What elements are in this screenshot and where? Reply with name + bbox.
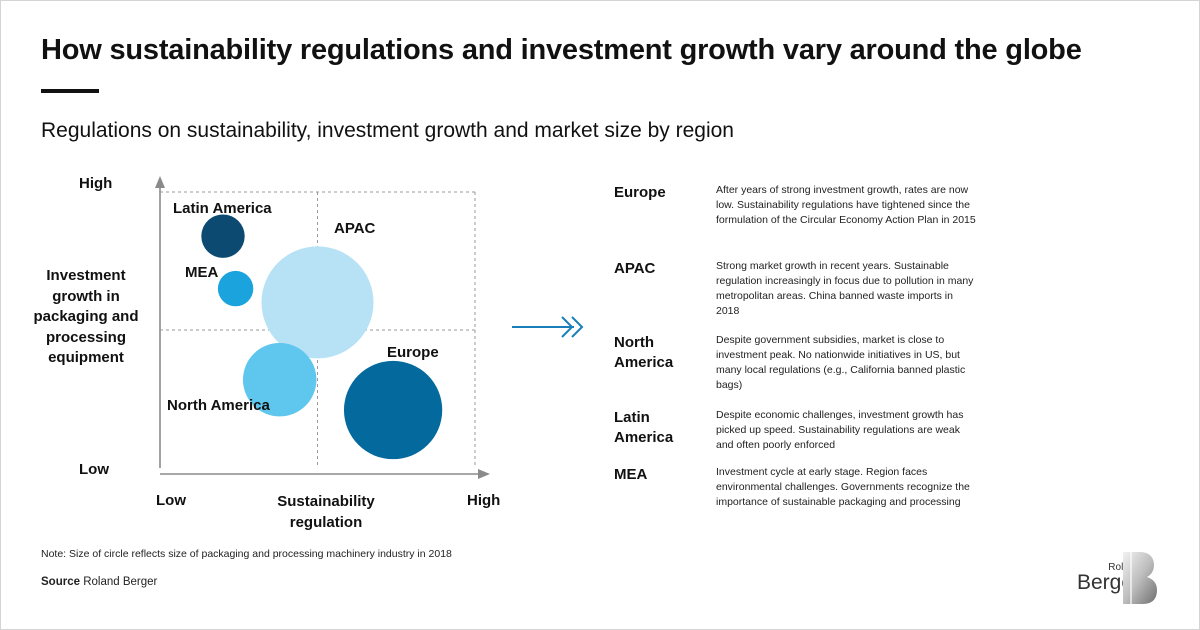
bubble-layer	[201, 214, 443, 460]
page-title: How sustainability regulations and inves…	[41, 34, 1082, 66]
x-tick-high: High	[467, 492, 501, 509]
region-desc-mea: Investment cycle at early stage. Region …	[716, 466, 970, 508]
region-name-mea: MEA	[614, 466, 648, 483]
bubble-label-latin-america: Latin America	[173, 200, 272, 217]
region-desc-latin-america: Despite economic challenges, investment …	[716, 409, 964, 451]
bubble-chart	[155, 176, 490, 479]
region-name-latin-america: Latin America	[614, 409, 674, 446]
region-desc-europe: After years of strong investment growth,…	[716, 184, 976, 226]
region-desc-north-america: Despite government subsidies, market is …	[716, 334, 966, 391]
bubble-label-apac: APAC	[334, 220, 376, 237]
x-axis-label: Sustainability regulation	[277, 493, 375, 531]
bubble-north-america	[242, 342, 317, 417]
source-line: Source Roland Berger	[41, 576, 157, 588]
double-chevron-arrow-icon	[512, 316, 584, 338]
bubble-label-europe: Europe	[387, 344, 439, 361]
region-name-north-america: North America	[614, 334, 674, 371]
x-tick-low: Low	[156, 492, 186, 509]
region-name-apac: APAC	[614, 260, 656, 277]
bubble-label-north-america: North America	[167, 397, 270, 414]
bubble-apac	[261, 246, 374, 359]
y-tick-high: High	[79, 175, 113, 192]
source-label: Source	[41, 576, 80, 588]
region-desc-apac: Strong market growth in recent years. Su…	[716, 260, 974, 317]
x-axis-arrowhead	[478, 469, 490, 479]
bubble-europe	[343, 360, 443, 460]
bubble-latin-america	[201, 214, 245, 258]
region-name-europe: Europe	[614, 184, 666, 201]
roland-berger-logo-icon	[1123, 552, 1157, 604]
y-axis-arrowhead	[155, 176, 165, 188]
source-text: Roland Berger	[83, 576, 158, 588]
bubble-label-mea: MEA	[185, 264, 219, 281]
chart-note: Note: Size of circle reflects size of pa…	[41, 548, 452, 560]
chart-subtitle: Regulations on sustainability, investmen…	[41, 119, 734, 142]
title-underline	[41, 89, 99, 93]
y-axis-label: Investment growth in packaging and proce…	[33, 267, 139, 366]
y-tick-low: Low	[79, 461, 109, 478]
bubble-mea	[217, 270, 254, 307]
